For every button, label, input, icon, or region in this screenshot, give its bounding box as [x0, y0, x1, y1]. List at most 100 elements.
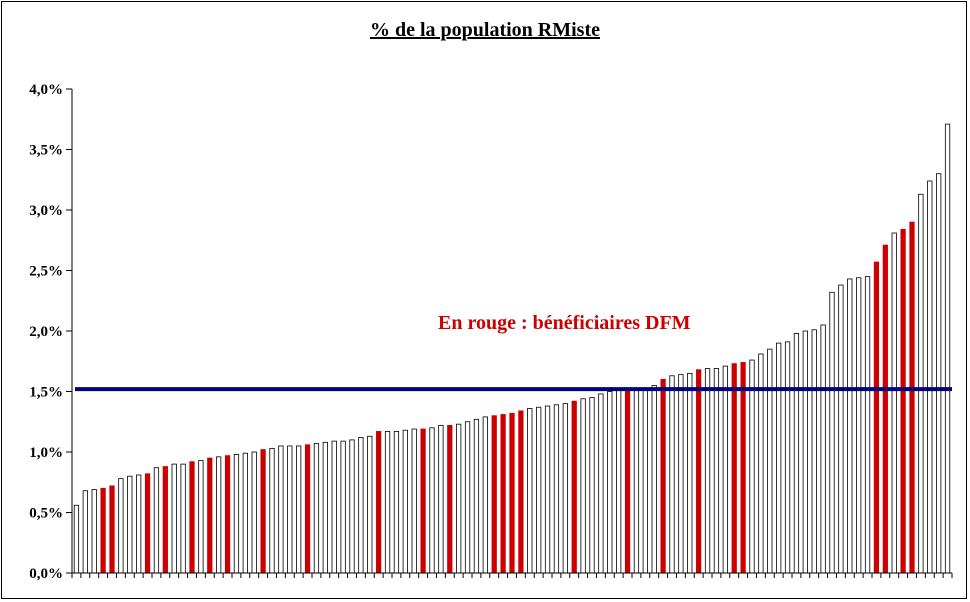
bar-highlighted — [909, 221, 915, 574]
bar — [784, 341, 791, 574]
bar — [322, 441, 328, 574]
bar — [456, 423, 462, 574]
bar — [678, 374, 684, 574]
bar — [580, 398, 586, 574]
bar — [118, 478, 124, 574]
bar — [411, 428, 417, 574]
bar — [669, 375, 675, 574]
bar — [198, 460, 204, 574]
bar-highlighted — [900, 228, 906, 574]
legend-annotation: En rouge : bénéficiaires DFM — [438, 312, 691, 334]
bar-highlighted — [518, 410, 524, 574]
bar — [811, 329, 817, 574]
bar — [536, 406, 542, 574]
bar — [331, 440, 337, 574]
bar — [598, 393, 604, 574]
bar — [829, 291, 835, 574]
bar-highlighted — [624, 388, 631, 574]
bar — [296, 445, 302, 574]
bar — [91, 489, 97, 574]
y-tick-label: 2,5% — [29, 264, 63, 280]
bar-series — [73, 123, 951, 574]
y-tick-label: 0,5% — [29, 506, 63, 522]
y-tick-label: 3,5% — [29, 143, 63, 159]
bar — [847, 278, 853, 574]
y-tick-label: 2,0% — [29, 324, 63, 340]
bar-highlighted — [740, 362, 746, 574]
bar — [482, 416, 488, 574]
bar — [82, 490, 88, 574]
bar — [793, 333, 800, 574]
bar-highlighted — [509, 412, 515, 574]
bar — [544, 405, 551, 574]
bar — [313, 443, 320, 574]
bar — [553, 404, 560, 574]
bar — [367, 435, 373, 574]
bar — [607, 391, 613, 574]
bar — [562, 403, 568, 574]
bar — [838, 284, 844, 574]
bar-highlighted — [260, 449, 266, 574]
bar — [358, 437, 364, 574]
bar — [758, 353, 764, 574]
bar — [340, 440, 346, 574]
bar — [767, 348, 773, 574]
bar — [936, 173, 942, 574]
bar-highlighted — [144, 473, 151, 574]
bar — [713, 368, 720, 574]
bar — [349, 439, 355, 574]
bar-highlighted — [189, 461, 195, 574]
y-tick-label: 1,0% — [29, 445, 63, 461]
y-tick-label: 4,0% — [29, 82, 63, 98]
bar — [242, 452, 248, 574]
bar — [171, 463, 177, 574]
bar — [944, 123, 951, 574]
bar — [464, 421, 471, 574]
bar — [251, 451, 257, 574]
bar — [233, 454, 240, 574]
bar — [438, 424, 444, 574]
bar-highlighted — [731, 363, 737, 574]
bar — [918, 193, 924, 574]
bar — [820, 324, 826, 574]
bar — [216, 456, 222, 574]
bar-highlighted — [873, 261, 880, 574]
bar — [393, 431, 400, 574]
bar — [269, 447, 275, 574]
bar — [527, 408, 533, 574]
bar-highlighted — [207, 457, 213, 574]
bar — [864, 276, 871, 574]
bar — [633, 388, 640, 574]
bar-highlighted — [304, 444, 311, 574]
bar — [127, 475, 133, 574]
bar — [927, 180, 933, 574]
x-axis — [71, 572, 953, 578]
bar-highlighted — [500, 414, 506, 574]
bar — [616, 388, 622, 574]
chart-title: % de la population RMiste — [369, 19, 601, 41]
bar-highlighted — [420, 428, 426, 574]
bar — [73, 504, 80, 574]
bar-highlighted — [109, 485, 115, 574]
bar — [180, 463, 186, 574]
bar — [642, 387, 648, 574]
bar-highlighted — [696, 369, 702, 574]
bar — [384, 431, 391, 574]
bar — [429, 427, 435, 574]
bar — [687, 372, 693, 574]
bar-highlighted — [660, 378, 666, 574]
bar — [891, 232, 897, 574]
bar — [136, 474, 142, 574]
bar — [287, 445, 293, 574]
bar — [802, 330, 808, 574]
bar-highlighted — [491, 415, 497, 574]
y-tick-label: 1,5% — [29, 385, 63, 401]
bar-highlighted — [376, 431, 382, 574]
y-axis: 0,0% 0,5% 1,0% 1,5% 2,0% 2,5% 3,0% 3,5% 4,0% — [29, 82, 73, 582]
bar — [278, 445, 284, 574]
bar — [722, 365, 728, 574]
bar-highlighted — [882, 244, 888, 574]
bar — [473, 418, 480, 574]
bar — [856, 277, 862, 574]
